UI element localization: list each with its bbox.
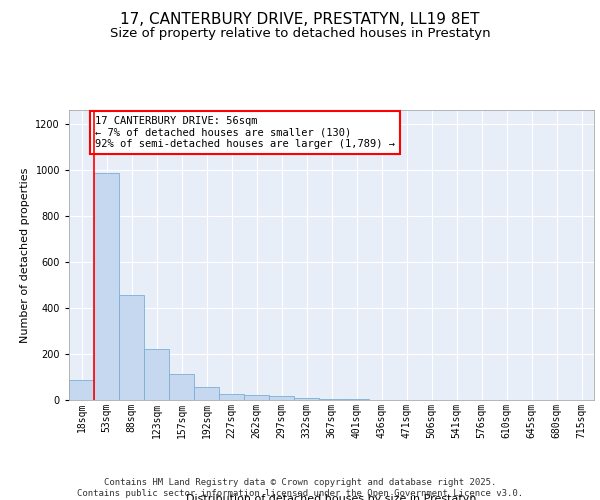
Text: 17, CANTERBURY DRIVE, PRESTATYN, LL19 8ET: 17, CANTERBURY DRIVE, PRESTATYN, LL19 8E…: [120, 12, 480, 28]
Bar: [294, 398, 319, 400]
Bar: [269, 396, 294, 400]
X-axis label: Distribution of detached houses by size in Prestatyn: Distribution of detached houses by size …: [186, 494, 477, 500]
Bar: [194, 388, 219, 400]
Bar: [319, 399, 344, 400]
Text: Contains HM Land Registry data © Crown copyright and database right 2025.
Contai: Contains HM Land Registry data © Crown c…: [77, 478, 523, 498]
Bar: [169, 374, 194, 400]
Text: 17 CANTERBURY DRIVE: 56sqm
← 7% of detached houses are smaller (130)
92% of semi: 17 CANTERBURY DRIVE: 56sqm ← 7% of detac…: [95, 116, 395, 149]
Bar: [69, 380, 94, 400]
Bar: [244, 395, 269, 400]
Y-axis label: Number of detached properties: Number of detached properties: [20, 168, 30, 342]
Bar: [219, 394, 244, 400]
Text: Size of property relative to detached houses in Prestatyn: Size of property relative to detached ho…: [110, 28, 490, 40]
Bar: [119, 296, 144, 400]
Bar: [94, 174, 119, 400]
Bar: [144, 350, 169, 400]
